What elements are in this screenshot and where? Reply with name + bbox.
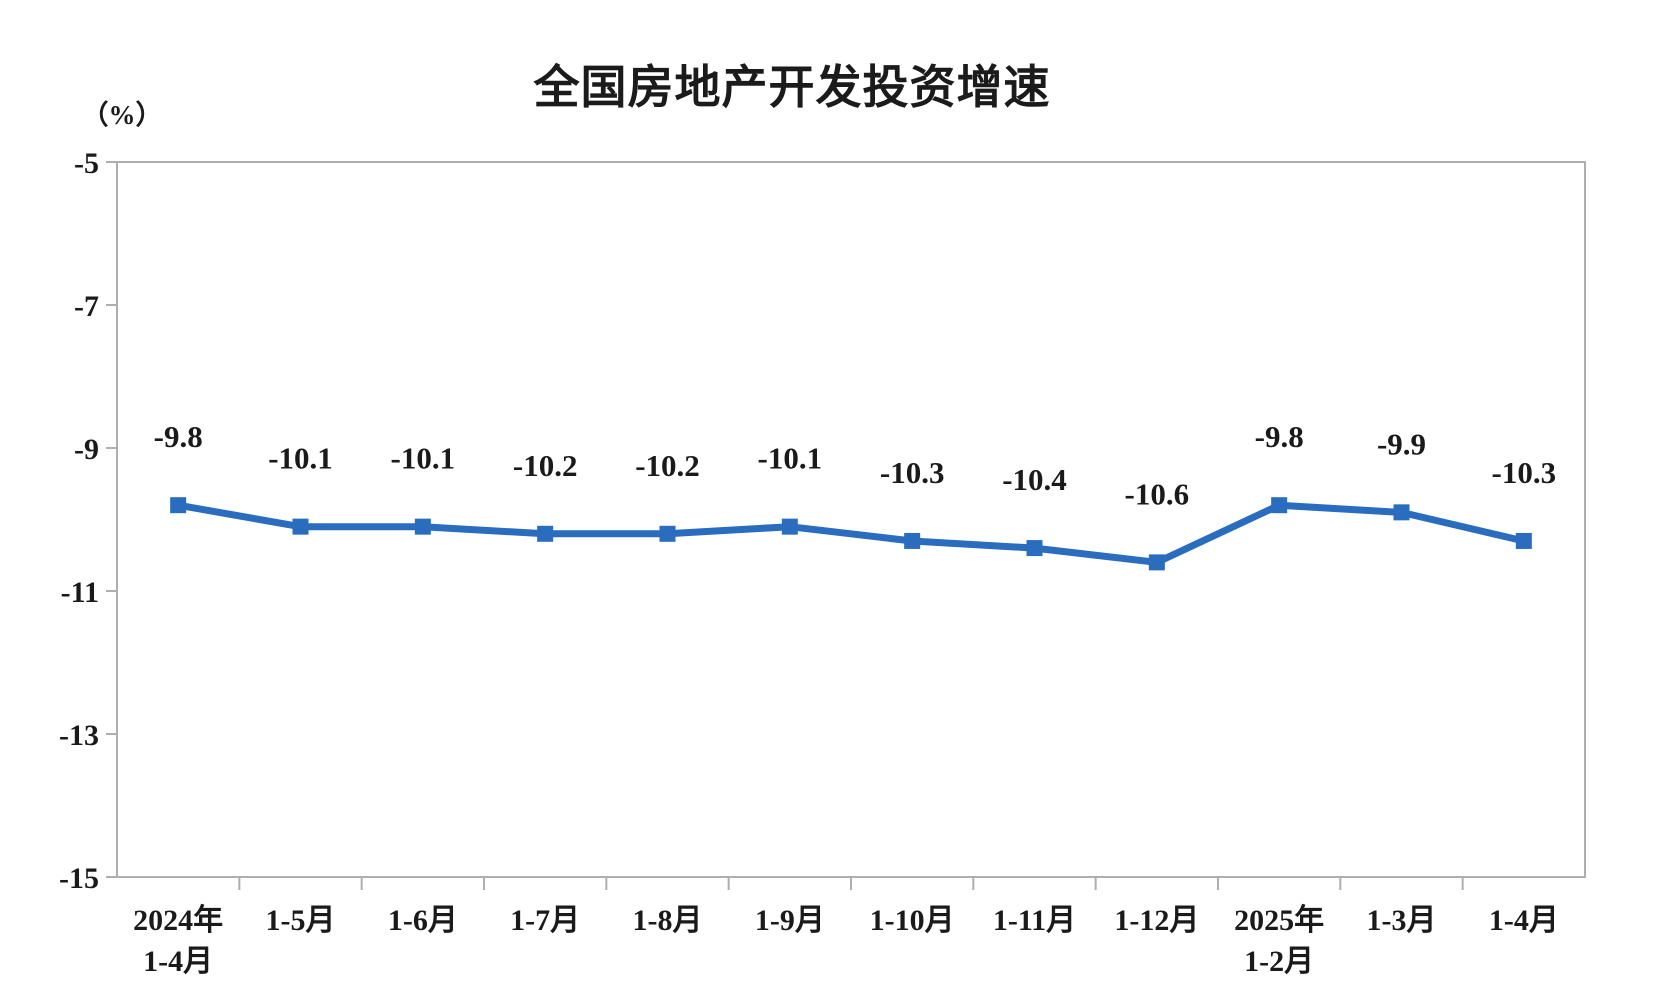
- y-axis-unit-label: （%）: [82, 100, 163, 130]
- data-point-label: -10.2: [513, 448, 578, 483]
- y-axis: -5 -7 -9 -11 -13 -15: [59, 147, 117, 895]
- chart-title: 全国房地产开发投资增速: [533, 60, 1051, 114]
- data-point-marker: [904, 532, 921, 549]
- x-tick-label: 1-4月: [1489, 904, 1559, 937]
- data-point-marker: [1148, 554, 1165, 571]
- data-point-marker: [659, 525, 676, 542]
- data-point-label: -10.1: [391, 441, 456, 476]
- data-point-label: -10.3: [1492, 455, 1557, 490]
- data-point-label: -10.3: [880, 455, 945, 490]
- x-tick-label: 1-9月: [755, 904, 825, 937]
- y-tick-label: -9: [74, 433, 99, 466]
- x-tick-label: 2024年: [133, 904, 223, 937]
- data-point-label: -10.1: [758, 441, 823, 476]
- data-series: [170, 497, 1532, 571]
- x-tick-label: 1-8月: [633, 904, 703, 937]
- data-series-line: [174, 501, 1528, 566]
- data-point-marker: [1271, 497, 1288, 514]
- data-point-marker: [414, 518, 431, 535]
- data-point-label: -10.4: [1002, 462, 1067, 497]
- x-tick-label: 1-12月: [1114, 904, 1199, 937]
- y-tick-label: -7: [74, 290, 99, 323]
- x-tick-label: 1-2月: [1244, 945, 1314, 978]
- data-point-marker: [170, 497, 187, 514]
- x-tick-label: 1-11月: [993, 904, 1076, 937]
- data-point-label: -9.9: [1377, 426, 1426, 461]
- x-axis: [238, 877, 1464, 890]
- data-point-marker: [1393, 504, 1410, 521]
- y-tick-label: -5: [74, 147, 99, 180]
- data-point-label: -9.8: [154, 419, 203, 454]
- data-point-marker: [781, 518, 798, 535]
- x-tick-label: 1-5月: [266, 904, 336, 937]
- data-point-label: -10.6: [1125, 476, 1190, 511]
- y-tick-label: -11: [61, 576, 99, 609]
- data-point-label: -9.8: [1255, 419, 1304, 454]
- x-tick-label: 1-7月: [510, 904, 580, 937]
- x-tick-label: 2025年: [1234, 904, 1324, 937]
- data-point-label: -10.1: [268, 441, 333, 476]
- data-point-marker: [292, 518, 309, 535]
- y-tick-label: -13: [59, 719, 99, 752]
- x-tick-label: 1-4月: [143, 945, 213, 978]
- data-point-label: -10.2: [635, 448, 700, 483]
- data-point-marker: [1026, 540, 1043, 557]
- x-axis-category-labels: 2024年 1-4月 1-5月 1-6月 1-7月 1-8月 1-9月 1-10月 1-11月 1…: [133, 904, 1559, 978]
- x-tick-label: 1-6月: [388, 904, 458, 937]
- x-tick-label: 1-3月: [1367, 904, 1437, 937]
- data-point-labels: -9.8 -10.1 -10.1 -10.2 -10.2 -10.1 -10.3 -10.4 -…: [154, 419, 1556, 511]
- data-point-marker: [1515, 532, 1532, 549]
- y-tick-label: -15: [59, 862, 99, 895]
- plot-border: [116, 161, 1586, 878]
- data-point-marker: [537, 525, 554, 542]
- x-tick-label: 1-10月: [870, 904, 955, 937]
